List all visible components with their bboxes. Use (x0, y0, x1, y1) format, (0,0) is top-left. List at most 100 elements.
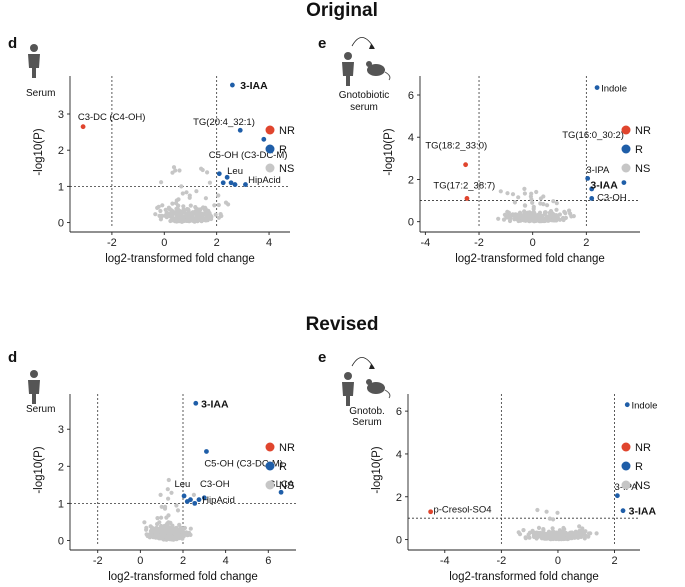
panel-label: e (318, 35, 326, 52)
point-annotation: C5-OH (C3-DC-M) (204, 459, 283, 470)
ns-point (517, 532, 523, 537)
ns-point (505, 191, 510, 196)
ns-point (176, 197, 181, 202)
legend-label-r: R (279, 144, 287, 156)
gnotobiotic-label-line1: Gnotobiotic (339, 90, 390, 101)
ns-point (546, 530, 552, 535)
ns-point (536, 213, 542, 218)
ns-point (166, 520, 171, 525)
legend-label-r: R (635, 461, 643, 473)
ns-point (171, 165, 177, 170)
ns-point (203, 210, 208, 215)
ns-point (551, 517, 556, 522)
ns-point (549, 533, 554, 538)
ns-point (166, 536, 171, 541)
ns-point (174, 535, 179, 541)
y-tick-label: 0 (58, 218, 64, 230)
ns-point (577, 524, 582, 529)
y-tick-label: 1 (58, 498, 64, 510)
ns-point (157, 213, 162, 218)
y-axis-label: -log10(P) (33, 446, 45, 493)
x-tick-label: 6 (265, 555, 271, 567)
point-annotation: 3-IAA (590, 180, 618, 192)
point-annotation: C3-OH (200, 479, 230, 490)
ns-point (144, 525, 149, 531)
ns-point (165, 527, 170, 532)
y-tick-label: 0 (58, 535, 64, 547)
ns-point (512, 200, 518, 205)
point-annotation: Leu (227, 166, 243, 177)
r-point (184, 499, 190, 504)
ns-point (575, 533, 580, 538)
x-tick-label: -2 (474, 237, 484, 249)
panel-original-d: d -2 0 2 4 0 1 2 3 log2-transformed fold change -l… (8, 35, 295, 265)
r-point (204, 449, 209, 454)
ns-point (547, 516, 553, 521)
legend-label-nr: NR (635, 442, 651, 454)
ns-point (153, 212, 158, 217)
r-point (621, 180, 627, 186)
point-annotation: HipAcid (202, 495, 235, 506)
panel-revised-d: d -2 0 2 4 6 0 1 2 3 log2-transformed fold change -… (8, 349, 296, 583)
legend-label-ns: NS (635, 163, 650, 175)
ns-point (583, 529, 588, 534)
point-annotation: C5-OH (C3-DC-M) (209, 150, 288, 161)
y-tick-label: 2 (408, 174, 414, 186)
r-point (232, 182, 238, 187)
ns-point (176, 209, 181, 214)
mouse-icon-orig-e (351, 37, 391, 81)
nr-point (464, 196, 470, 201)
ns-point (586, 534, 591, 539)
legend-label-ns: NS (279, 480, 294, 492)
x-axis-label: log2-transformed fold change (455, 253, 605, 265)
ns-point (511, 213, 516, 218)
ns-point (561, 525, 566, 531)
r-point (196, 497, 202, 503)
ns-point (541, 202, 546, 207)
ns-point (188, 526, 193, 531)
ns-point (516, 195, 521, 200)
nr-point (80, 124, 86, 130)
ns-point (522, 191, 528, 196)
point-annotation: C3-OH (597, 192, 627, 203)
gnotob-label-line2: Serum (352, 417, 381, 428)
legend-label-nr: NR (279, 125, 295, 137)
ns-point (174, 206, 179, 211)
ns-point (170, 170, 175, 175)
ns-point (155, 205, 160, 210)
serum-label-rev-d: Serum (26, 404, 55, 415)
x-tick-label: 4 (266, 237, 272, 249)
ns-point (155, 532, 160, 538)
ns-point (535, 507, 540, 513)
r-point (261, 136, 267, 142)
ns-point (207, 180, 212, 185)
ns-point (171, 211, 176, 216)
r-point (624, 402, 630, 408)
gnotob-label-line1: Gnotob. (349, 406, 385, 417)
x-axis-label: log2-transformed fold change (105, 253, 255, 265)
point-annotation: 3-IAA (240, 80, 268, 92)
ns-point (518, 214, 523, 219)
ns-point (149, 527, 154, 533)
ns-point (498, 189, 503, 194)
ns-point (194, 207, 199, 213)
panel-label: d (8, 349, 17, 366)
ns-point (523, 536, 528, 541)
y-axis-label: -log10(P) (371, 446, 383, 493)
ns-point (218, 212, 223, 217)
ns-point (187, 193, 192, 198)
r-point (243, 182, 248, 187)
x-tick-label: -2 (107, 237, 117, 249)
r-point (220, 180, 226, 186)
ns-point (184, 530, 189, 535)
ns-point (580, 529, 585, 534)
ns-point (531, 206, 536, 211)
ns-point (573, 529, 578, 534)
ns-point (550, 218, 555, 223)
ns-point (522, 186, 527, 191)
ns-point (540, 534, 545, 539)
person-icon-rev-e (342, 372, 354, 406)
ns-point (198, 207, 203, 212)
ns-point (180, 526, 186, 531)
